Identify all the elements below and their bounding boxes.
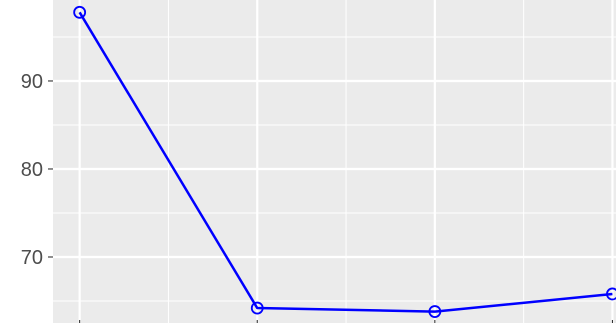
plot-panel (53, 0, 616, 323)
y-axis-ticks (48, 81, 53, 257)
y-tick-label: 90 (21, 71, 43, 93)
y-axis-tick-labels: 70 80 90 (21, 71, 43, 269)
y-tick-label: 70 (21, 247, 43, 269)
y-tick-label: 80 (21, 159, 43, 181)
